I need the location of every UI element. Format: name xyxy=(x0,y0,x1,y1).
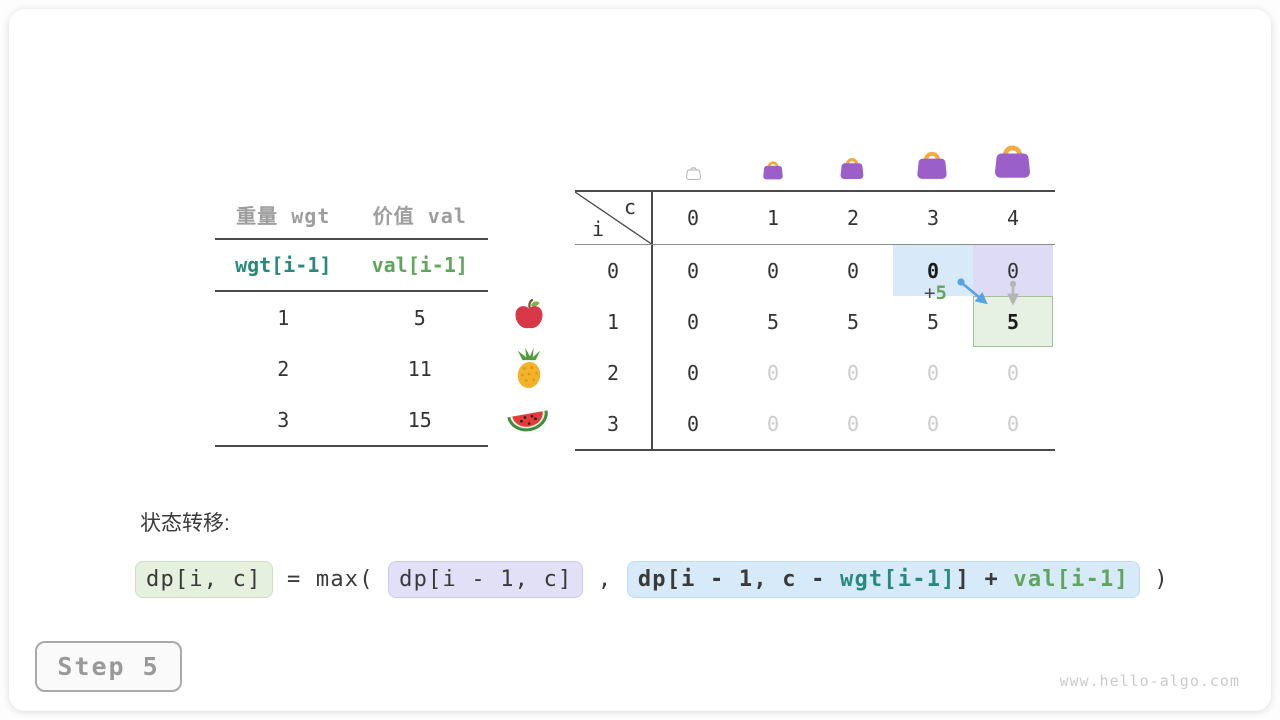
plus-sign: + xyxy=(924,282,936,304)
bag-large-icon xyxy=(914,146,950,182)
col-header-3: 3 xyxy=(926,206,940,230)
dp-cell-2-2: 0 xyxy=(846,360,860,385)
dp-cell-0-1: 0 xyxy=(766,258,780,283)
dp-cell-2-0: 0 xyxy=(686,360,700,385)
dp-cell-0-0: 0 xyxy=(686,258,700,283)
items-table-subheader-row: wgt[i-1] val[i-1] xyxy=(215,240,488,292)
corner-header-cell: c i xyxy=(575,192,653,244)
item-3-value: 15 xyxy=(407,407,432,432)
dp-cell-3-1: 0 xyxy=(766,411,780,436)
dp-cell-2-3: 0 xyxy=(926,360,940,385)
dp-cell-1-2: 5 xyxy=(846,309,860,334)
dp-cell-0-2: 0 xyxy=(846,258,860,283)
plus-value-annotation: +5 xyxy=(924,282,947,304)
bag-empty-icon xyxy=(685,163,702,182)
items-table: 重量 wgt 价值 val wgt[i-1] val[i-1] 1 5 2 11… xyxy=(215,190,488,447)
item-row-1: 1 5 xyxy=(215,292,488,343)
dp-cell-3-2: 0 xyxy=(846,411,860,436)
dp-row-3: 3 0 0 0 0 0 xyxy=(575,398,1055,449)
dp-cell-3-3: 0 xyxy=(926,411,940,436)
formula-dp-take-term: dp[i - 1, c - wgt[i-1]] + val[i-1] xyxy=(626,561,1140,598)
dp-cell-0-4-source-keep: 0 xyxy=(973,245,1053,296)
dp-row-2: 2 0 0 0 0 0 xyxy=(575,347,1055,398)
item-2-value: 11 xyxy=(407,356,432,381)
item-3-weight: 3 xyxy=(277,407,290,432)
apple-icon xyxy=(512,298,546,332)
dp-row-0: 0 0 0 0 0 0 xyxy=(575,245,1055,296)
wgt-subheader: wgt[i-1] xyxy=(235,253,332,277)
step-badge: Step 5 xyxy=(35,641,182,692)
item-1-weight: 1 xyxy=(277,305,290,330)
diagonal-divider xyxy=(575,192,651,244)
dp-table: c i 0 1 2 3 4 0 0 0 0 0 0 1 0 5 5 5 5 2 … xyxy=(575,190,1055,451)
dp-cell-2-4: 0 xyxy=(1006,360,1020,385)
value-column-header: 价值 val xyxy=(372,203,467,228)
formula-comma: , xyxy=(583,567,627,592)
items-table-header-row: 重量 wgt 价值 val xyxy=(215,190,488,240)
formula-dp-skip-term: dp[i - 1, c] xyxy=(388,561,584,598)
item-row-3: 3 15 xyxy=(215,394,488,445)
bag-xlarge-icon xyxy=(991,138,1034,182)
dp-cell-0-3-source-skip: 0 xyxy=(893,245,973,296)
added-value: 5 xyxy=(935,282,947,304)
item-row-2: 2 11 xyxy=(215,343,488,394)
item-2-weight: 2 xyxy=(277,356,290,381)
column-variable-label: c xyxy=(623,195,636,219)
take-term-mid: ] + xyxy=(955,567,1014,592)
dp-cell-1-0: 0 xyxy=(686,309,700,334)
weight-column-header: 重量 wgt xyxy=(236,203,331,228)
dp-cell-3-0: 0 xyxy=(686,411,700,436)
dp-cell-1-4-target: 5 xyxy=(973,296,1053,347)
row-header-0: 0 xyxy=(575,245,653,296)
watermark: www.hello-algo.com xyxy=(1059,672,1240,690)
item-1-value: 5 xyxy=(413,305,426,330)
formula-close-paren: ) xyxy=(1139,567,1169,592)
col-header-4: 4 xyxy=(1006,206,1020,230)
dp-row-1: 1 0 5 5 5 5 xyxy=(575,296,1055,347)
dp-cell-1-1: 5 xyxy=(766,309,780,334)
row-header-3: 3 xyxy=(575,398,653,449)
take-term-val: val[i-1] xyxy=(1013,567,1129,592)
row-header-2: 2 xyxy=(575,347,653,398)
col-header-1: 1 xyxy=(766,206,780,230)
pineapple-icon xyxy=(510,347,548,390)
take-term-wgt: wgt[i-1] xyxy=(840,567,956,592)
dp-cell-2-1: 0 xyxy=(766,360,780,385)
formula-dp-current: dp[i, c] xyxy=(135,561,273,598)
formula-equals-max: = max( xyxy=(272,567,389,592)
dp-cell-3-4: 0 xyxy=(1006,411,1020,436)
watermelon-icon xyxy=(505,403,552,439)
formula-label: 状态转移: xyxy=(140,512,230,535)
col-header-2: 2 xyxy=(846,206,860,230)
bag-small-icon xyxy=(761,157,785,182)
dp-cell-1-3: 5 xyxy=(926,309,940,334)
row-variable-label: i xyxy=(592,217,605,241)
state-transition-formula: dp[i, c] = max( dp[i - 1, c] , dp[i - 1,… xyxy=(135,561,1169,598)
val-subheader: val[i-1] xyxy=(371,253,468,277)
col-header-0: 0 xyxy=(686,206,700,230)
dp-table-header-row: c i 0 1 2 3 4 xyxy=(575,192,1055,245)
take-term-prefix: dp[i - 1, c - xyxy=(637,567,841,592)
row-header-1: 1 xyxy=(575,296,653,347)
bag-medium-icon xyxy=(838,153,866,182)
